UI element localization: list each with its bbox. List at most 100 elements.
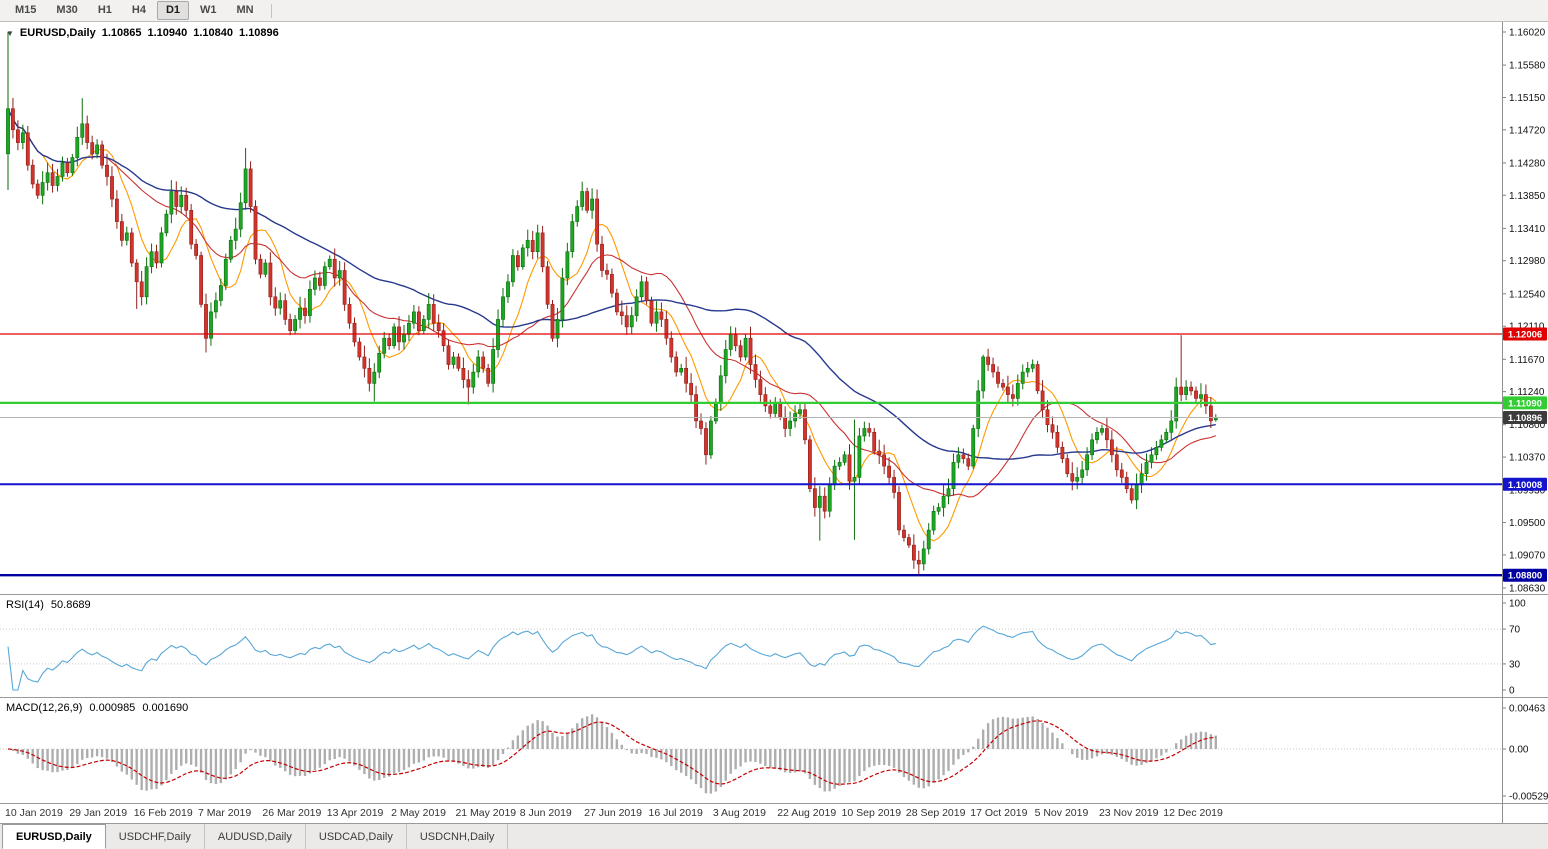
timeframe-button-w1[interactable]: W1 xyxy=(200,4,217,16)
chart-tabs-bar: EURUSD,Daily USDCHF,Daily AUDUSD,Daily U… xyxy=(0,823,1548,849)
date-label: 10 Sep 2019 xyxy=(841,807,902,819)
main-price-chart[interactable]: 1.16020 1.15580 1.15150 1.14720 1.14280 1.138… xyxy=(0,22,1548,594)
timeframe-button-m15[interactable]: M15 xyxy=(15,4,37,16)
macd-name: MACD(12,26,9) xyxy=(6,702,83,714)
price-tag: 1.12006 xyxy=(1503,327,1547,341)
svg-text:1.09070: 1.09070 xyxy=(1509,550,1546,561)
svg-text:1.11670: 1.11670 xyxy=(1509,355,1545,366)
chart-title: ▼ EURUSD,Daily 1.10865 1.10940 1.10840 1… xyxy=(6,27,279,39)
quote-high: 1.10940 xyxy=(147,27,188,39)
date-label: 21 May 2019 xyxy=(455,807,517,819)
quote-low: 1.10840 xyxy=(193,27,234,39)
date-label: 16 Feb 2019 xyxy=(133,807,193,819)
timeframe-button-h1[interactable]: H1 xyxy=(97,4,112,16)
svg-text:1.10008: 1.10008 xyxy=(1508,480,1542,491)
date-label: 26 Mar 2019 xyxy=(262,807,322,819)
tab-usdchf-daily[interactable]: USDCHF,Daily xyxy=(106,824,205,849)
price-tag: 1.08800 xyxy=(1503,568,1547,582)
svg-text:1.12006: 1.12006 xyxy=(1508,330,1542,341)
ma-line-21 xyxy=(7,108,1216,498)
rsi-value: 50.8689 xyxy=(50,599,91,611)
moving-averages xyxy=(7,108,1217,542)
svg-text:1.12110: 1.12110 xyxy=(1509,322,1545,333)
price-tag: 1.10008 xyxy=(1503,477,1547,491)
timeframe-button-mn[interactable]: MN xyxy=(236,4,254,16)
quote-close: 1.10896 xyxy=(239,27,279,39)
date-label: 3 Aug 2019 xyxy=(712,807,766,819)
svg-text:0: 0 xyxy=(1509,686,1515,697)
svg-text:1.12540: 1.12540 xyxy=(1509,289,1546,300)
date-label: 17 Oct 2019 xyxy=(970,807,1028,819)
quote-open: 1.10865 xyxy=(101,27,142,39)
price-axis[interactable]: 1.16020 1.15580 1.15150 1.14720 1.14280 1.138… xyxy=(1502,28,1546,595)
tab-eurusd-daily[interactable]: EURUSD,Daily xyxy=(2,824,106,849)
macd-signal-line xyxy=(7,720,1216,785)
date-label: 28 Sep 2019 xyxy=(905,807,966,819)
date-label: 27 Jun 2019 xyxy=(584,807,642,819)
macd-value-main: 0.000985 xyxy=(89,702,136,714)
svg-text:-0.005299: -0.005299 xyxy=(1509,792,1548,803)
svg-text:1.15150: 1.15150 xyxy=(1509,93,1546,104)
price-tag: 1.10896 xyxy=(1503,411,1547,424)
svg-text:70: 70 xyxy=(1509,625,1521,636)
svg-text:0.00463: 0.00463 xyxy=(1509,704,1546,715)
date-label: 2 May 2019 xyxy=(391,807,446,819)
date-label: 10 Jan 2019 xyxy=(5,807,63,819)
macd-histogram xyxy=(11,714,1218,794)
price-tag: 1.11090 xyxy=(1503,396,1547,410)
date-label: 5 Nov 2019 xyxy=(1034,807,1089,819)
svg-text:1.10800: 1.10800 xyxy=(1509,420,1546,431)
timeframe-button-d1[interactable]: D1 xyxy=(156,1,189,20)
svg-text:1.08630: 1.08630 xyxy=(1509,584,1546,595)
rsi-line xyxy=(7,625,1216,691)
date-label: 23 Nov 2019 xyxy=(1098,807,1159,819)
svg-text:0.00: 0.00 xyxy=(1509,745,1529,756)
candlesticks xyxy=(6,32,1218,576)
date-label: 22 Aug 2019 xyxy=(777,807,837,819)
date-label: 8 Jun 2019 xyxy=(519,807,572,819)
macd-panel: MACD(12,26,9) 0.000985 0.001690 0.00463 0… xyxy=(0,697,1548,803)
toolbar-separator xyxy=(270,3,272,18)
date-label: 7 Mar 2019 xyxy=(198,807,252,819)
svg-text:1.11240: 1.11240 xyxy=(1509,387,1545,398)
svg-text:1.11090: 1.11090 xyxy=(1508,398,1542,409)
chart-symbol-period: EURUSD,Daily xyxy=(19,27,96,39)
svg-text:1.14720: 1.14720 xyxy=(1509,125,1546,136)
rsi-name: RSI(14) xyxy=(6,599,44,611)
main-chart-panel: ▼ EURUSD,Daily 1.10865 1.10940 1.10840 1… xyxy=(0,22,1548,594)
svg-text:1.09930: 1.09930 xyxy=(1509,486,1546,497)
svg-text:1.10370: 1.10370 xyxy=(1509,453,1546,464)
ma-line-8 xyxy=(7,108,1217,542)
timeframe-toolbar: M15 M30 H1 H4 D1 W1 MN xyxy=(0,0,1548,22)
macd-indicator-chart[interactable]: 0.00463 0.00 -0.005299 xyxy=(0,698,1548,803)
rsi-label: RSI(14) 50.8689 xyxy=(6,599,91,611)
collapse-chart-icon[interactable]: ▼ xyxy=(6,28,14,38)
svg-text:1.10896: 1.10896 xyxy=(1508,413,1542,424)
rsi-indicator-chart[interactable]: 100 70 30 0 xyxy=(0,595,1548,697)
date-label: 13 Apr 2019 xyxy=(326,807,384,819)
rsi-panel: RSI(14) 50.8689 100 70 30 0 xyxy=(0,594,1548,697)
date-label: 16 Jul 2019 xyxy=(648,807,703,819)
svg-text:100: 100 xyxy=(1509,599,1526,610)
svg-text:1.13850: 1.13850 xyxy=(1509,191,1546,202)
tab-usdcad-daily[interactable]: USDCAD,Daily xyxy=(306,824,407,849)
macd-label: MACD(12,26,9) 0.000985 0.001690 xyxy=(6,702,188,714)
price-axis-separator xyxy=(1502,22,1503,823)
time-axis[interactable]: 10 Jan 2019 29 Jan 2019 16 Feb 2019 7 Mar 2… xyxy=(0,803,1548,823)
svg-text:1.08800: 1.08800 xyxy=(1508,571,1542,582)
timeframe-button-h4[interactable]: H4 xyxy=(131,4,146,16)
ma-line-50 xyxy=(7,108,1216,460)
svg-text:1.14280: 1.14280 xyxy=(1509,158,1546,169)
date-label: 12 Dec 2019 xyxy=(1163,807,1223,819)
date-label: 29 Jan 2019 xyxy=(69,807,128,819)
tab-audusd-daily[interactable]: AUDUSD,Daily xyxy=(205,824,306,849)
svg-text:1.15580: 1.15580 xyxy=(1509,61,1546,72)
svg-text:1.09500: 1.09500 xyxy=(1509,518,1546,529)
timeframe-button-m30[interactable]: M30 xyxy=(56,4,78,16)
svg-text:1.16020: 1.16020 xyxy=(1509,28,1546,39)
macd-value-signal: 0.001690 xyxy=(142,702,189,714)
svg-text:1.13410: 1.13410 xyxy=(1509,224,1546,235)
svg-text:1.12980: 1.12980 xyxy=(1509,256,1546,267)
tab-usdcnh-daily[interactable]: USDCNH,Daily xyxy=(407,824,509,849)
